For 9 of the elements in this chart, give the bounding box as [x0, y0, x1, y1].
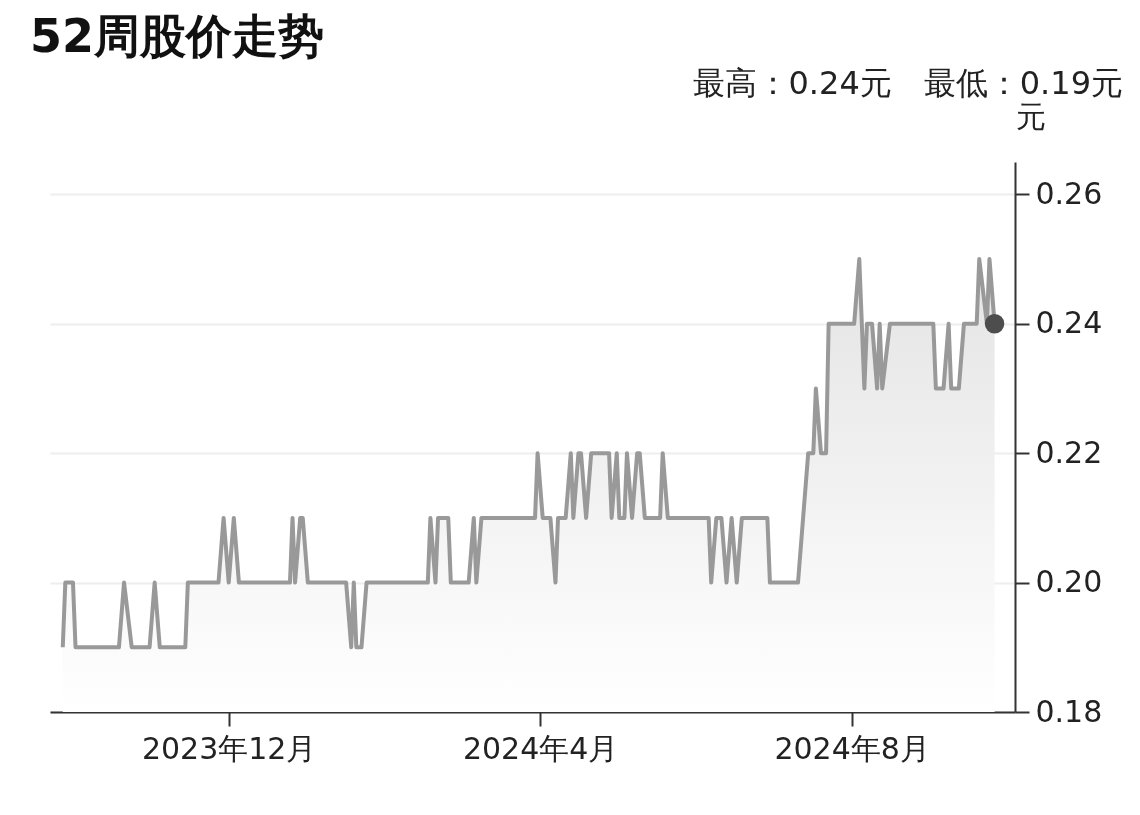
- y-tick-label: 0.20: [1035, 564, 1103, 600]
- y-tick-label: 0.22: [1035, 434, 1103, 470]
- y-tick-label: 0.26: [1035, 175, 1103, 211]
- chart-title: 52周股价走势: [30, 9, 325, 63]
- x-tick-label: 2023年12月: [141, 730, 317, 766]
- x-tick-label: 2024年4月: [462, 730, 619, 766]
- x-tick-label: 2024年8月: [774, 730, 930, 766]
- y-tick-label: 0.24: [1035, 305, 1103, 341]
- y-tick-label: 0.18: [1035, 693, 1103, 729]
